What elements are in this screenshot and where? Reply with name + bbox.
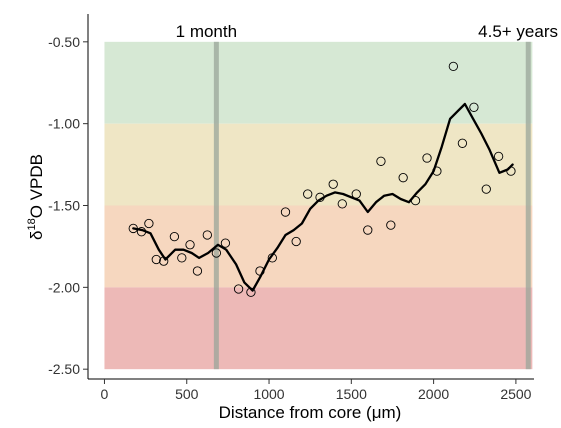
data-point-30 [448,61,459,72]
reference-lines [213,41,531,370]
data-point-25 [386,220,396,230]
background-bands [104,41,533,370]
data-point-22 [351,189,361,199]
x-tick-label-4: 2000 [418,386,449,402]
y-tick-label-3: -2.00 [48,279,80,295]
vertical-line-1 [525,41,531,370]
data-point-32 [469,102,479,112]
data-point-21 [337,199,347,209]
data-point-3 [151,254,161,265]
y-axis-title: δ18O VPDB [26,154,46,240]
y-tick-label-1: -1.00 [48,116,80,132]
data-point-18 [303,189,313,199]
y-tick-label-2: -1.50 [48,198,80,214]
x-tick-label-0: 0 [101,386,109,402]
data-point-23 [363,225,373,235]
axes [87,14,534,380]
band-0 [104,41,533,124]
x-tick-label-2: 1000 [253,386,284,402]
vertical-line-0 [213,41,219,370]
data-point-12 [233,284,244,294]
data-point-17 [291,236,301,247]
data-point-34 [493,151,504,162]
trend-line [132,102,514,292]
band-1 [104,123,533,206]
trend-layer [132,102,514,292]
data-point-0 [128,223,138,234]
data-point-16 [280,207,291,217]
data-point-4 [159,256,169,266]
data-point-19 [315,192,325,202]
data-point-2 [144,218,154,229]
annotation-0: 1 month [176,22,237,41]
y-axis-title-prefix: δ [27,231,46,240]
x-tick-label-5: 2500 [500,386,531,402]
data-point-31 [457,138,468,148]
data-point-24 [376,156,386,166]
data-point-20 [328,179,338,189]
data-point-33 [481,184,491,194]
data-point-27 [410,195,421,206]
y-ticks: -0.50 -1.00 -1.50 -2.00 -2.50 [48,34,88,377]
data-point-1 [136,227,147,237]
data-point-7 [185,240,195,250]
data-point-35 [506,166,516,176]
data-point-28 [422,153,432,163]
y-axis-title-superscript: 18 [26,218,38,230]
annotations: 1 month 4.5+ years [176,22,558,41]
data-point-8 [192,266,203,276]
data-point-15 [267,253,277,263]
y-tick-label-0: -0.50 [48,34,80,50]
x-axis-title: Distance from core (μm) [219,403,402,422]
y-axis-title-suffix: O VPDB [27,154,46,218]
data-point-13 [246,287,256,297]
y-tick-label-4: -2.50 [48,361,80,377]
x-tick-label-1: 500 [175,386,199,402]
x-ticks: 0 500 1000 1500 2000 2500 [101,379,532,402]
annotation-1: 4.5+ years [478,22,558,41]
data-point-11 [220,238,231,248]
data-point-5 [169,231,180,242]
data-point-14 [255,266,265,276]
data-point-10 [211,248,222,258]
data-point-29 [432,166,442,176]
data-point-26 [398,173,408,183]
band-3 [104,287,533,370]
x-tick-label-3: 1500 [336,386,367,402]
band-2 [104,205,533,288]
data-points [128,61,516,297]
data-point-6 [177,253,187,263]
data-point-9 [202,230,212,240]
